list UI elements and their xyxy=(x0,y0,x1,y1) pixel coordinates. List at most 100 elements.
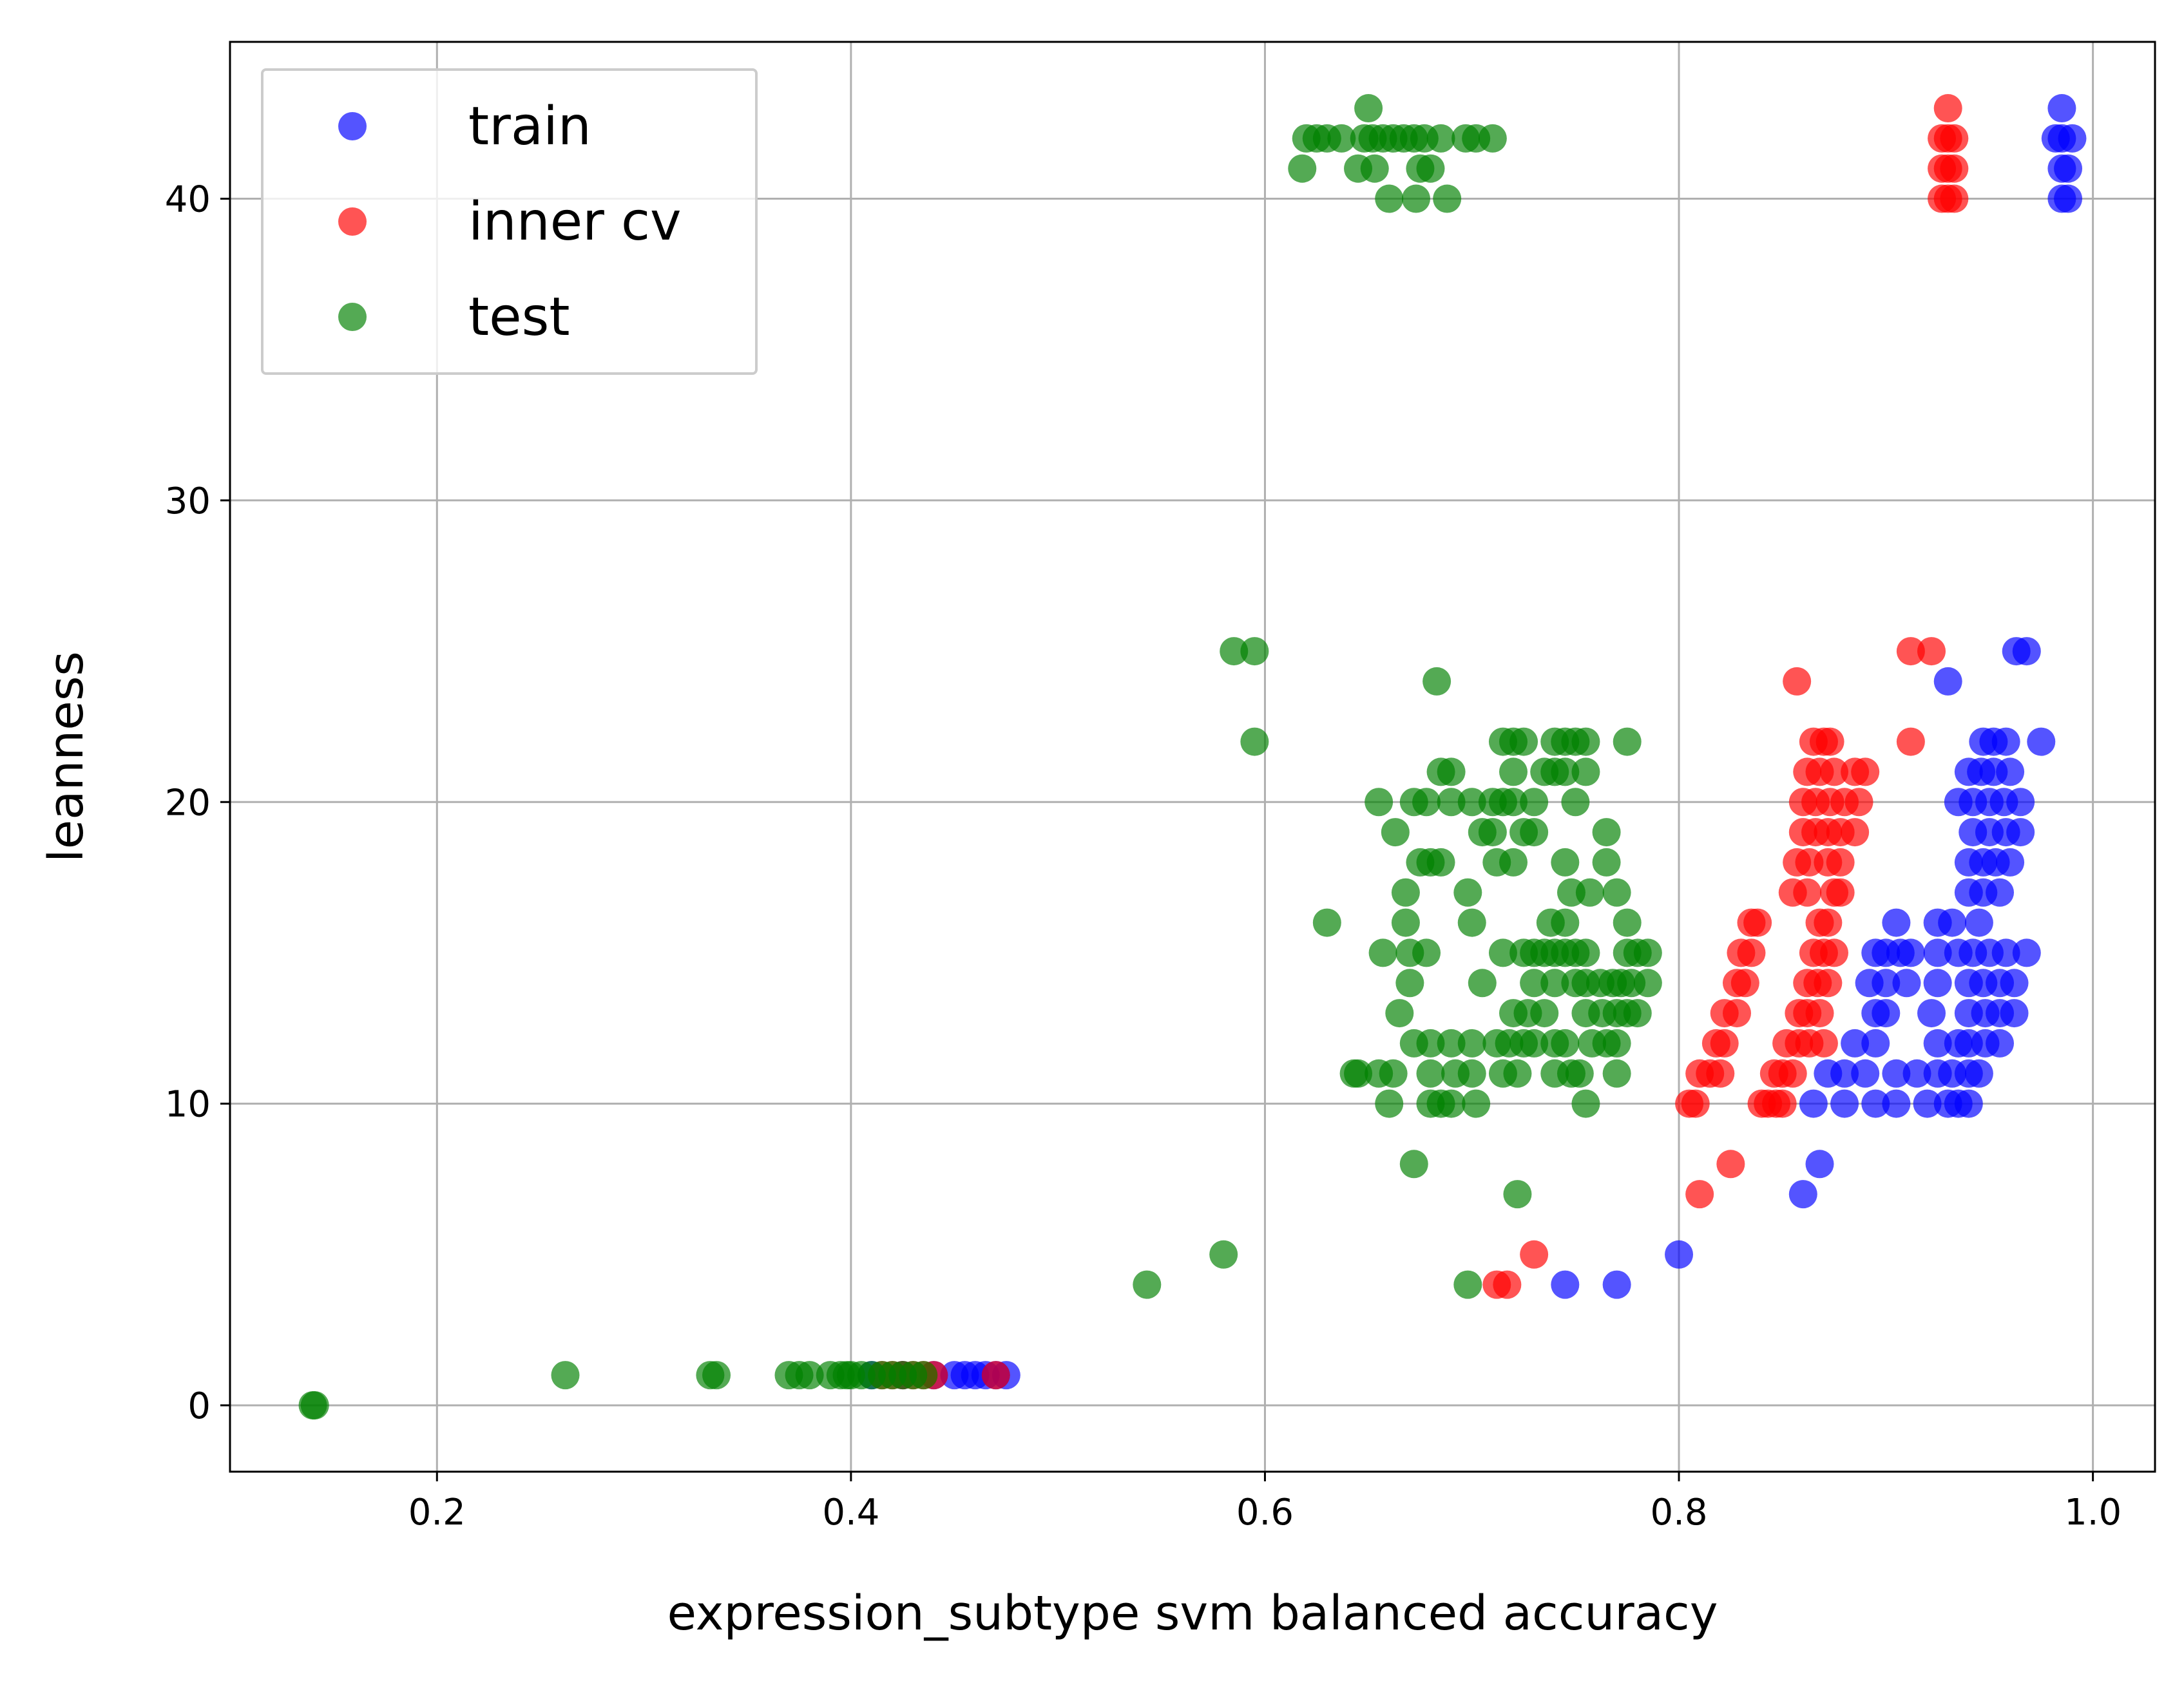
data-point xyxy=(1437,1089,1466,1118)
data-point xyxy=(1917,637,1946,666)
data-point xyxy=(1416,1029,1445,1058)
data-point xyxy=(1710,1029,1739,1058)
data-point xyxy=(1499,788,1528,817)
data-point xyxy=(2027,727,2056,756)
data-point xyxy=(1565,1059,1594,1088)
data-point xyxy=(1509,727,1538,756)
data-point xyxy=(1940,124,1969,153)
data-point xyxy=(1841,1029,1870,1058)
data-point xyxy=(1964,908,1993,937)
data-point xyxy=(1602,1029,1631,1058)
data-point xyxy=(1453,1270,1482,1299)
data-point xyxy=(1996,757,2025,786)
data-point xyxy=(1788,1180,1817,1209)
data-point xyxy=(1783,667,1812,696)
data-point xyxy=(1809,1029,1838,1058)
data-point xyxy=(1520,818,1549,847)
data-point xyxy=(1882,1059,1911,1088)
legend-box xyxy=(261,68,758,375)
legend-label: inner cv xyxy=(468,191,682,252)
data-point xyxy=(909,1361,938,1390)
data-point xyxy=(1933,94,1962,123)
data-point xyxy=(1499,757,1528,786)
data-point xyxy=(1826,878,1855,907)
data-point xyxy=(1575,878,1604,907)
data-point xyxy=(1778,1059,1807,1088)
data-point xyxy=(1991,727,2020,756)
x-axis-label: expression_subtype svm balanced accuracy xyxy=(667,1586,1718,1641)
data-point xyxy=(1902,1059,1931,1088)
data-point xyxy=(1892,969,1921,998)
data-points xyxy=(298,94,2087,1420)
data-point xyxy=(1592,848,1621,877)
x-tick-label: 1.0 xyxy=(2064,1492,2122,1534)
series-train xyxy=(857,94,2087,1390)
data-point xyxy=(1706,1059,1735,1088)
data-point xyxy=(1437,757,1466,786)
data-point xyxy=(1814,969,1843,998)
data-point xyxy=(2047,154,2076,183)
data-point xyxy=(2012,637,2041,666)
data-point xyxy=(1220,637,1249,666)
data-point xyxy=(1851,757,1880,786)
data-point xyxy=(1416,154,1445,183)
data-point xyxy=(1240,637,1269,666)
legend-marker xyxy=(338,207,367,236)
data-point xyxy=(1730,969,1759,998)
data-point xyxy=(2054,184,2083,213)
plot-frame xyxy=(229,41,2156,1473)
data-point xyxy=(1401,184,1430,213)
data-point xyxy=(1799,1089,1828,1118)
data-point xyxy=(1844,788,1873,817)
data-point xyxy=(1391,908,1420,937)
legend-marker xyxy=(338,303,367,331)
data-point xyxy=(1412,788,1441,817)
y-tick-label: 20 xyxy=(165,782,211,824)
data-point xyxy=(1923,1029,1952,1058)
data-point xyxy=(1681,1089,1710,1118)
data-point xyxy=(2006,818,2035,847)
legend-marker xyxy=(338,112,367,140)
data-point xyxy=(551,1361,580,1390)
data-point xyxy=(1478,818,1507,847)
data-point xyxy=(1722,999,1751,1028)
data-point xyxy=(1991,938,2020,967)
data-point xyxy=(1820,757,1848,786)
data-point xyxy=(1896,637,1925,666)
data-point xyxy=(1917,999,1946,1028)
axis-ticks: 0.2 0.4 0.6 0.8 1.0 0 10 20 30 40 xyxy=(165,179,2122,1534)
data-point xyxy=(1768,1089,1797,1118)
data-point xyxy=(1551,908,1580,937)
data-point xyxy=(1602,1270,1631,1299)
y-tick-label: 30 xyxy=(165,480,211,522)
data-point xyxy=(1437,1029,1466,1058)
data-point xyxy=(1571,757,1600,786)
data-point xyxy=(1940,154,1969,183)
data-point xyxy=(1861,1029,1890,1058)
data-point xyxy=(1954,1089,1983,1118)
legend-label: test xyxy=(468,287,570,348)
data-point xyxy=(1933,667,1962,696)
data-point xyxy=(1540,969,1569,998)
legend-label: train xyxy=(468,96,591,157)
data-point xyxy=(2047,94,2076,123)
data-point xyxy=(1520,969,1549,998)
data-point xyxy=(1468,969,1497,998)
data-point xyxy=(1830,1059,1859,1088)
data-point xyxy=(1391,878,1420,907)
data-point xyxy=(1365,788,1394,817)
data-point xyxy=(1312,908,1341,937)
data-point xyxy=(1375,184,1404,213)
data-point xyxy=(1737,938,1766,967)
x-tick-label: 0.2 xyxy=(408,1492,466,1534)
x-tick-label: 0.6 xyxy=(1236,1492,1294,1534)
data-point xyxy=(1209,1240,1238,1269)
data-point xyxy=(1499,848,1528,877)
data-point xyxy=(2000,999,2029,1028)
data-point xyxy=(1344,1059,1373,1088)
data-point xyxy=(1861,1089,1890,1118)
data-point xyxy=(1826,848,1855,877)
data-point xyxy=(795,1361,824,1390)
data-point xyxy=(1503,1180,1532,1209)
data-point xyxy=(1964,1059,1993,1088)
